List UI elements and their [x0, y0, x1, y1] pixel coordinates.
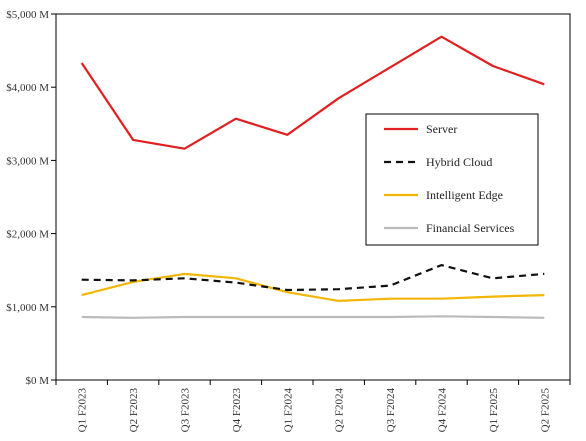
- y-axis: $0 M $1,000 M $2,000 M $3,000 M $4,000 M $5,0…: [6, 9, 56, 387]
- x-tick-label: Q3 F2023: [180, 388, 192, 433]
- x-tick-label: Q2 F2025: [539, 388, 551, 433]
- series-line-financial-services: [81, 315, 545, 319]
- y-tick-label: $3,000 M: [6, 155, 49, 167]
- series-line-intelligent-edge: [81, 272, 545, 302]
- legend-label: Server: [426, 122, 457, 136]
- x-axis: Q1 F2023 Q2 F2023 Q3 F2023 Q4 F2023 Q1 F2024…: [55, 380, 571, 433]
- legend-label: Intelligent Edge: [426, 188, 503, 202]
- x-tick-label: Q2 F2023: [128, 388, 140, 433]
- series-line-server: [80, 35, 545, 150]
- series-lines: [80, 35, 545, 319]
- x-tick-label: Q2 F2024: [334, 388, 346, 433]
- y-tick-label: $5,000 M: [6, 9, 49, 21]
- y-tick-label: $4,000 M: [6, 82, 49, 94]
- legend: Server Hybrid Cloud Intelligent Edge Financ…: [365, 113, 539, 246]
- x-tick-label: Q3 F2024: [385, 388, 397, 433]
- x-tick-label: Q4 F2023: [231, 388, 243, 433]
- y-tick-label: $1,000 M: [6, 302, 49, 314]
- series-line-hybrid-cloud: [81, 264, 545, 292]
- y-tick-label: $2,000 M: [6, 229, 49, 241]
- x-tick-label: Q4 F2024: [437, 388, 449, 433]
- y-tick-label: $0 M: [25, 375, 49, 387]
- x-tick-label: Q1 F2023: [77, 388, 89, 433]
- legend-label: Hybrid Cloud: [426, 155, 492, 169]
- x-tick-label: Q1 F2025: [488, 388, 500, 433]
- legend-box: [365, 113, 539, 246]
- x-tick-label: Q1 F2024: [282, 388, 294, 433]
- legend-label: Financial Services: [426, 221, 515, 235]
